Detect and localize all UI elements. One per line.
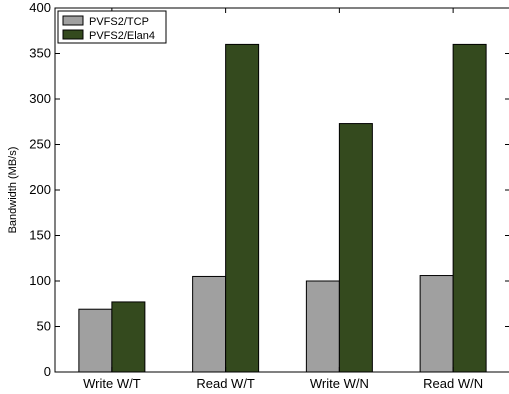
x-tick-label: Read W/N	[423, 376, 483, 391]
bar-tcp	[419, 275, 454, 373]
bar-elan4	[111, 301, 146, 373]
legend-entry-label: PVFS2/TCP	[89, 16, 149, 28]
legend: PVFS2/TCP PVFS2/Elan4	[57, 10, 167, 44]
y-tick-label: 150	[29, 228, 51, 243]
x-tick-labels: Write W/T Read W/T Write W/N Read W/N	[83, 8, 483, 391]
x-tick-label: Read W/T	[196, 376, 255, 391]
y-tick-label: 100	[29, 273, 51, 288]
y-tick-label: 300	[29, 91, 51, 106]
bar-tcp	[192, 275, 227, 373]
bar-tcp	[305, 280, 340, 373]
y-tick-label: 50	[37, 319, 51, 334]
bar-elan4	[338, 123, 373, 373]
bar-elan4	[225, 43, 260, 373]
x-tick-label: Write W/T	[83, 376, 141, 391]
legend-swatch	[62, 29, 84, 40]
y-tick-label: 400	[29, 0, 51, 15]
legend-swatch	[62, 15, 84, 26]
y-tick-label: 200	[29, 182, 51, 197]
y-tick-label: 250	[29, 137, 51, 152]
tick-layer: 0 50 100 150 200 250 300 350 400	[29, 0, 509, 379]
y-tick-label: 0	[44, 364, 51, 379]
bar-layer	[78, 43, 487, 373]
legend-entry-label: PVFS2/Elan4	[89, 30, 155, 42]
x-tick-label: Write W/N	[310, 376, 369, 391]
bar-elan4	[452, 43, 487, 373]
y-axis-label: Bandwidth (MB/s)	[7, 147, 19, 234]
y-tick-label: 350	[29, 46, 51, 61]
bar-tcp	[78, 308, 113, 373]
